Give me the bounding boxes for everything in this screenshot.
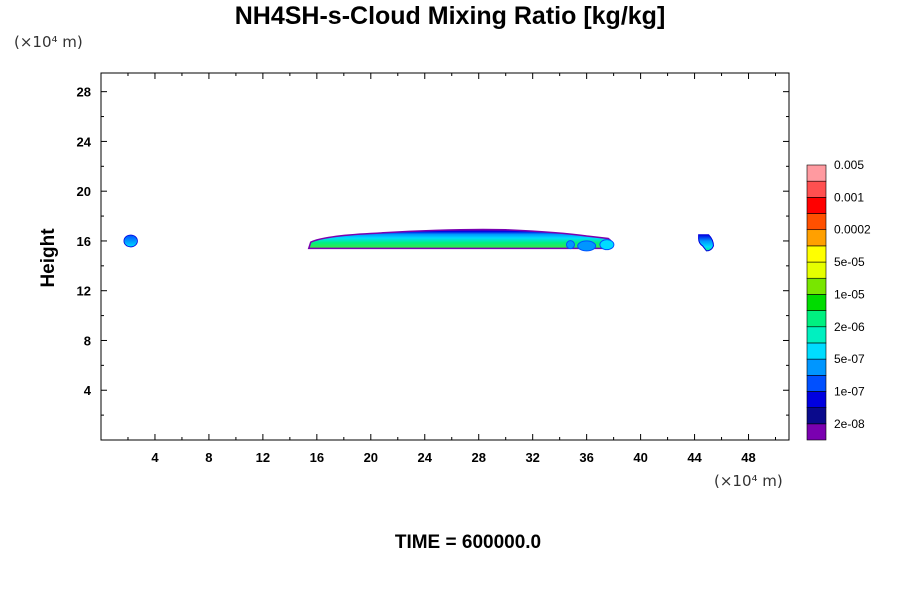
x-tick-label: 32 [525, 450, 539, 465]
chart-title: NH4SH-s-Cloud Mixing Ratio [kg/kg] [234, 2, 666, 30]
colorbar-swatch [806, 261, 827, 279]
colorbar-swatch [806, 310, 827, 328]
colorbar-label: 2e-08 [834, 417, 865, 431]
colorbar-swatch [806, 358, 827, 376]
colorbar-swatch [806, 277, 827, 295]
colorbar-swatch [806, 213, 827, 231]
x-tick-label: 28 [471, 450, 485, 465]
colorbar-swatch [806, 342, 827, 360]
colorbar-label: 2e-06 [834, 320, 865, 334]
cloud-band-blob [599, 239, 615, 251]
y-tick-label: 12 [77, 284, 91, 299]
y-tick-label: 4 [84, 383, 92, 398]
colorbar-swatch [806, 407, 827, 425]
x-tick-label: 16 [310, 450, 324, 465]
cloud-patch-left-tail [118, 234, 126, 241]
colorbar-label: 0.001 [834, 190, 864, 204]
y-tick-label: 20 [77, 184, 91, 199]
x-tick-label: 24 [418, 450, 433, 465]
cloud-patch-left [123, 234, 138, 248]
colorbar-swatch [806, 391, 827, 408]
time-label: TIME = 600000.0 [394, 532, 542, 553]
x-tick-label: 20 [364, 450, 378, 465]
y-tick-label: 8 [84, 333, 91, 348]
colorbar-swatch [806, 326, 827, 344]
colorbar-label: 0.005 [834, 158, 864, 172]
cloud-band-blob [565, 240, 575, 250]
x-tick-label: 36 [579, 450, 593, 465]
colorbar-swatch [806, 180, 827, 198]
x-tick-label: 48 [741, 450, 755, 465]
colorbar-swatch [806, 423, 827, 441]
colorbar-label: 5e-05 [834, 255, 865, 269]
colorbar-label: 5e-07 [834, 352, 865, 366]
cloud-band-blob [577, 240, 597, 252]
colorbar-label: 1e-05 [834, 287, 865, 301]
cloud-patch-right [698, 234, 714, 252]
y-tick-label: 24 [77, 134, 92, 149]
colorbar-swatch [806, 294, 827, 311]
plot-frame [100, 72, 790, 441]
x-tick-label: 12 [256, 450, 270, 465]
colorbar: 2e-08 1e-07 5e-07 2e-06 1e-05 5e-05 0.0002 0.00… [806, 158, 871, 441]
colorbar-swatch [806, 197, 827, 214]
colorbar-label: 0.0002 [834, 223, 871, 237]
colorbar-swatch [806, 229, 827, 247]
y-tick-label: 28 [77, 85, 91, 100]
y-axis-label: Height [38, 228, 59, 288]
x-axis-unit: (×10⁴ m) [714, 472, 783, 490]
y-tick-label: 16 [77, 234, 91, 249]
colorbar-swatch [806, 245, 827, 263]
x-tick-label: 40 [633, 450, 647, 465]
colorbar-swatch [806, 374, 827, 392]
x-tick-label: 4 [151, 450, 159, 465]
y-axis-unit: (×10⁴ m) [14, 33, 83, 51]
colorbar-label: 1e-07 [834, 384, 865, 398]
colorbar-swatch [806, 164, 827, 182]
x-tick-label: 8 [205, 450, 212, 465]
x-tick-label: 44 [687, 450, 702, 465]
